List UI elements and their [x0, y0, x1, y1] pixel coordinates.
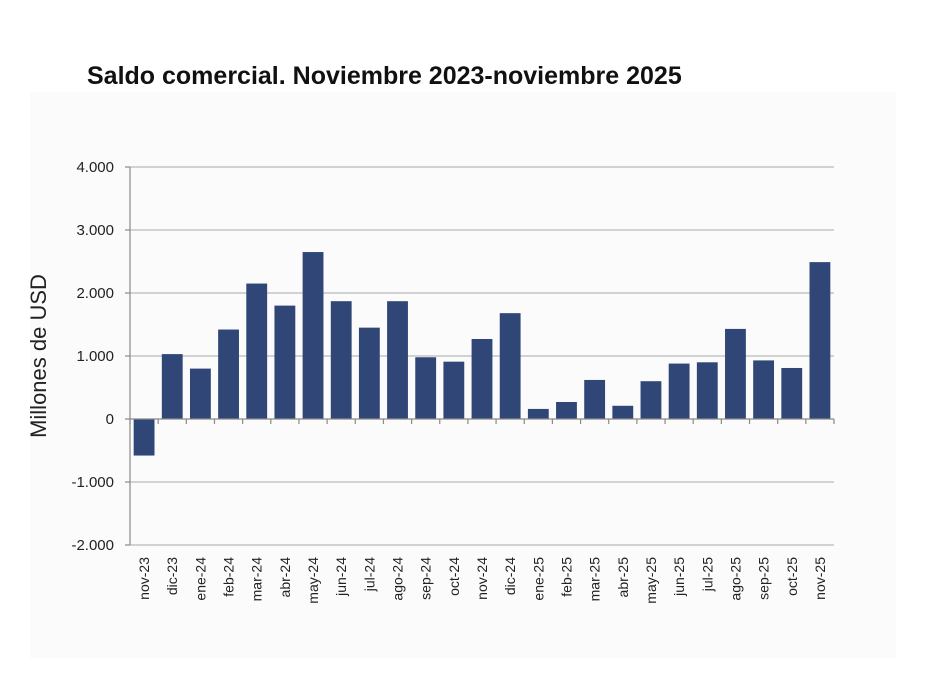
bar-ago-25	[725, 328, 746, 419]
x-tick-label: jun-25	[671, 557, 687, 597]
y-tick-label: 3.000	[76, 222, 114, 239]
y-tick-label: 2.000	[76, 285, 114, 302]
x-tick-label: abr-25	[615, 557, 631, 598]
x-tick-label: mar-24	[249, 557, 265, 602]
x-tick-label: jul-24	[361, 557, 377, 592]
y-tick-label: 0	[106, 411, 114, 428]
bar-ene-25	[527, 408, 549, 419]
bar-abr-25	[612, 405, 634, 419]
bar-mar-24	[246, 283, 268, 419]
bars	[133, 252, 831, 456]
x-tick-label: nov-25	[812, 557, 828, 600]
bar-abr-24	[274, 305, 296, 419]
bar-may-24	[302, 252, 324, 419]
bar-dic-23	[161, 354, 183, 419]
x-tick-label: feb-24	[221, 557, 237, 597]
y-tick-label: 1.000	[76, 348, 114, 365]
x-tick-label: ago-24	[390, 557, 406, 601]
x-tick-label: feb-25	[558, 557, 574, 597]
x-tick-label: mar-25	[587, 557, 603, 602]
bar-mar-25	[584, 379, 606, 419]
bar-ene-24	[189, 368, 211, 419]
bar-jun-25	[668, 363, 690, 419]
x-tick-label: sep-25	[756, 557, 772, 600]
x-tick-label: nov-24	[474, 557, 490, 600]
x-tick-label: oct-24	[446, 557, 462, 596]
chart-title: Saldo comercial. Noviembre 2023-noviembr…	[87, 62, 682, 90]
bar-ago-24	[387, 301, 408, 419]
bar-sep-25	[753, 360, 775, 419]
x-tick-label: ene-25	[530, 557, 546, 601]
x-tick-label: abr-24	[277, 557, 293, 598]
x-tick-label: oct-25	[784, 557, 800, 596]
x-tick-label: may-24	[305, 557, 321, 604]
bar-nov-25	[809, 262, 831, 419]
axes	[125, 166, 835, 546]
y-tick-label: -1.000	[71, 474, 114, 491]
bar-sep-24	[415, 357, 437, 419]
bar-oct-24	[443, 361, 465, 419]
bar-jul-24	[358, 327, 380, 419]
gridlines	[130, 166, 834, 546]
x-tick-label: jun-24	[333, 557, 349, 597]
x-tick-label: nov-23	[136, 557, 152, 600]
x-tick-label: ene-24	[192, 557, 208, 601]
bar-nov-23	[133, 419, 155, 456]
y-axis-label: Millones de USD	[26, 274, 51, 438]
x-tick-label: sep-24	[418, 557, 434, 600]
y-tick-labels: 4.000 3.000 2.000 1.000 0 -1.000 -2.000	[71, 159, 114, 554]
bar-dic-24	[499, 313, 521, 419]
bar-nov-24	[471, 338, 493, 419]
bar-jul-25	[696, 362, 718, 419]
x-tick-label: jul-25	[699, 557, 715, 592]
x-tick-labels: nov-23 dic-23 ene-24 feb-24 mar-24 abr-24 may-…	[136, 557, 828, 604]
bar-feb-24	[218, 329, 239, 419]
bar-feb-25	[556, 401, 577, 419]
bar-oct-25	[781, 367, 803, 419]
bar-may-25	[640, 381, 662, 419]
x-tick-label: dic-23	[164, 557, 180, 595]
x-tick-label: ago-25	[727, 557, 743, 601]
x-tick-label: dic-24	[502, 557, 518, 595]
bar-jun-24	[330, 301, 352, 419]
y-tick-label: -2.000	[71, 537, 114, 554]
y-tick-label: 4.000	[76, 159, 114, 176]
x-tick-label: may-25	[643, 557, 659, 604]
